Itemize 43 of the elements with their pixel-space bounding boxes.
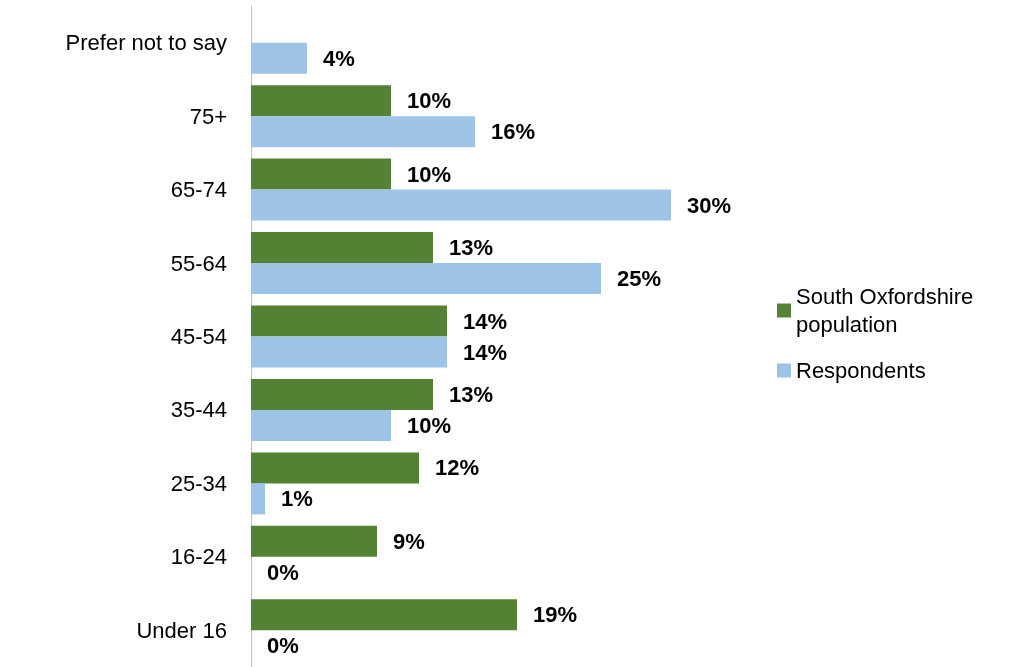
y-tick-label: 75+ [189, 103, 227, 129]
bar [251, 525, 377, 557]
bar [251, 452, 419, 484]
data-label: 9% [393, 528, 425, 554]
data-label: 13% [449, 381, 494, 407]
bar [251, 305, 447, 337]
y-tick-label: 35-44 [170, 397, 227, 423]
y-tick-label: Under 16 [136, 617, 227, 643]
data-label: 1% [281, 486, 313, 512]
bar [251, 483, 265, 515]
bar [251, 263, 601, 295]
bar [251, 599, 517, 631]
bar [251, 85, 391, 117]
bar [251, 378, 433, 410]
y-tick-label: Prefer not to say [65, 30, 227, 56]
bar [251, 409, 391, 441]
data-label: 10% [407, 161, 452, 187]
data-label: 14% [463, 308, 508, 334]
data-label: 0% [267, 559, 299, 585]
data-label: 0% [267, 633, 299, 659]
bar [251, 336, 447, 368]
data-label: 19% [533, 602, 578, 628]
legend-label: Respondents [796, 358, 926, 383]
bar [251, 189, 671, 221]
y-tick-label: 16-24 [170, 544, 227, 570]
bar [251, 116, 475, 148]
legend-label: South Oxfordshire population [796, 284, 980, 337]
data-label: 14% [463, 339, 508, 365]
y-tick-label: 55-64 [170, 250, 227, 276]
data-label: 30% [687, 192, 732, 218]
bar [251, 42, 307, 74]
bar [251, 232, 433, 264]
data-label: 12% [435, 455, 480, 481]
bar [251, 158, 391, 190]
data-label: 4% [323, 45, 355, 71]
y-tick-label: 25-34 [170, 470, 227, 496]
data-label: 10% [407, 412, 452, 438]
data-label: 16% [491, 119, 536, 145]
y-tick-label: 65-74 [170, 177, 227, 203]
data-label: 10% [407, 88, 452, 114]
data-label: 13% [449, 235, 494, 261]
data-label: 25% [617, 266, 662, 292]
y-tick-label: 45-54 [170, 324, 227, 349]
